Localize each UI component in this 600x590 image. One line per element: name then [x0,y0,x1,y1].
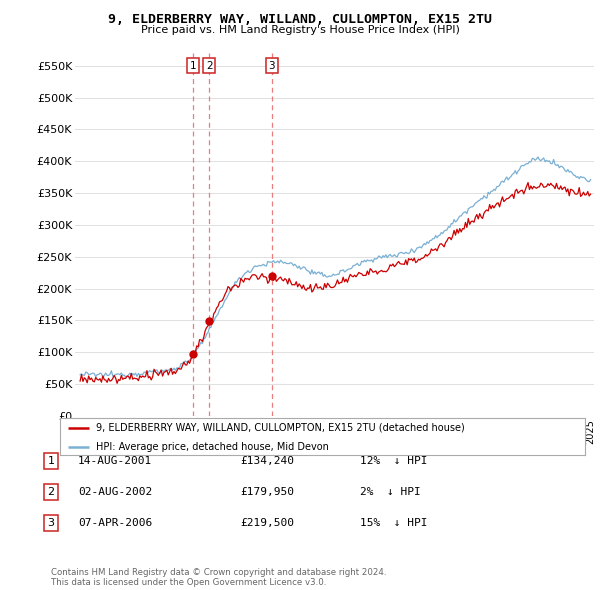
Text: 3: 3 [269,61,275,71]
Text: 14-AUG-2001: 14-AUG-2001 [78,457,152,466]
Text: Price paid vs. HM Land Registry's House Price Index (HPI): Price paid vs. HM Land Registry's House … [140,25,460,35]
Text: £219,500: £219,500 [240,518,294,527]
Text: 15%  ↓ HPI: 15% ↓ HPI [360,518,427,527]
Text: 3: 3 [47,518,55,527]
Text: 1: 1 [47,457,55,466]
Text: 12%  ↓ HPI: 12% ↓ HPI [360,457,427,466]
Text: 9, ELDERBERRY WAY, WILLAND, CULLOMPTON, EX15 2TU: 9, ELDERBERRY WAY, WILLAND, CULLOMPTON, … [108,13,492,26]
Text: HPI: Average price, detached house, Mid Devon: HPI: Average price, detached house, Mid … [96,442,329,453]
Text: 2: 2 [206,61,212,71]
Text: £134,240: £134,240 [240,457,294,466]
Text: 02-AUG-2002: 02-AUG-2002 [78,487,152,497]
Text: Contains HM Land Registry data © Crown copyright and database right 2024.
This d: Contains HM Land Registry data © Crown c… [51,568,386,587]
Text: 2: 2 [47,487,55,497]
Text: 2%  ↓ HPI: 2% ↓ HPI [360,487,421,497]
Text: 07-APR-2006: 07-APR-2006 [78,518,152,527]
Text: £179,950: £179,950 [240,487,294,497]
Text: 1: 1 [190,61,196,71]
Text: 9, ELDERBERRY WAY, WILLAND, CULLOMPTON, EX15 2TU (detached house): 9, ELDERBERRY WAY, WILLAND, CULLOMPTON, … [96,422,464,432]
